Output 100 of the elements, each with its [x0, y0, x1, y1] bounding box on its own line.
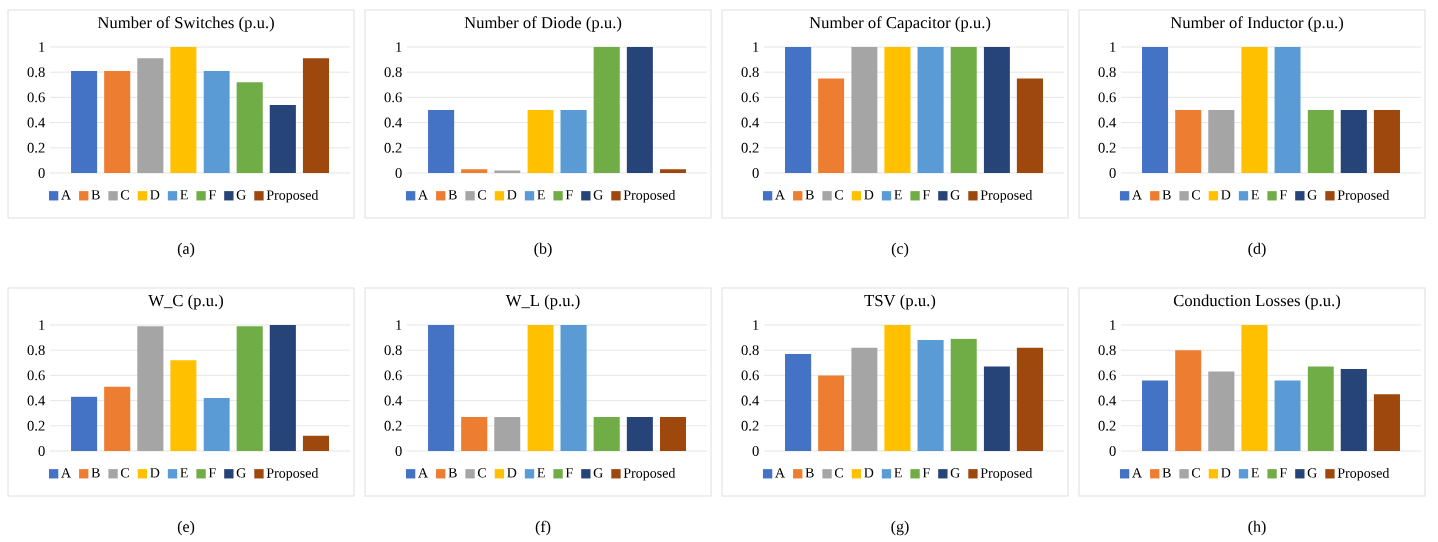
y-tick-label: 1 — [753, 320, 759, 330]
legend-label: D — [1221, 190, 1231, 200]
legend-label: A — [61, 190, 71, 200]
legend-label: G — [1307, 468, 1317, 478]
y-tick-label: 0.8 — [1098, 345, 1116, 356]
legend-label: B — [1162, 468, 1171, 478]
y-tick-label: 0 — [38, 168, 45, 178]
legend-label: F — [208, 468, 216, 478]
legend-label: F — [208, 190, 216, 200]
bar — [428, 109, 455, 173]
legend-label: A — [775, 190, 785, 200]
legend-label: F — [1279, 190, 1287, 200]
bar — [137, 58, 164, 173]
legend-label: E — [894, 190, 902, 200]
legend-label: E — [180, 468, 188, 478]
legend-label: A — [418, 190, 428, 200]
y-tick-label: 1 — [1110, 42, 1116, 52]
y-tick-label: 0.2 — [741, 142, 759, 153]
chart-title: Conduction Losses (p.u.) — [1173, 294, 1341, 310]
bar — [71, 396, 98, 451]
bar — [236, 326, 263, 451]
text: (e) — [177, 520, 195, 536]
bar — [1016, 347, 1043, 451]
chart-title: Number of Capacitor (p.u.) — [809, 16, 991, 32]
legend-label: E — [180, 190, 188, 200]
y-tick-label: 0.2 — [741, 420, 759, 431]
y-tick-label: 0.6 — [384, 370, 402, 381]
legend-label: E — [537, 468, 545, 478]
bar — [1274, 380, 1301, 451]
y-tick-label: 0.4 — [741, 395, 760, 406]
bar — [203, 398, 230, 451]
legend-label: A — [1132, 468, 1142, 478]
bar — [302, 435, 329, 451]
bar — [983, 366, 1010, 451]
legend-label: D — [150, 190, 160, 200]
bar — [1340, 369, 1367, 451]
legend-label: D — [1221, 468, 1231, 478]
y-tick-label: 0.2 — [384, 420, 402, 431]
y-tick-label: 0.4 — [1098, 117, 1117, 128]
legend-label: F — [565, 190, 573, 200]
y-tick-label: 0.2 — [1098, 142, 1116, 153]
bar — [527, 109, 554, 173]
bar — [1208, 371, 1235, 451]
bar — [302, 58, 329, 173]
y-tick-label: 1 — [1110, 320, 1116, 330]
legend-label: Proposed — [623, 467, 676, 481]
y-tick-label: 0.8 — [27, 67, 45, 78]
bar — [494, 170, 521, 173]
y-tick-label: 0.4 — [1098, 395, 1117, 406]
legend-label: F — [922, 468, 930, 478]
bar — [104, 386, 131, 451]
bar — [560, 109, 587, 173]
chart-title: W_C (p.u.) — [148, 294, 223, 310]
text: (g) — [891, 520, 909, 536]
legend-label: F — [565, 468, 573, 478]
bar — [884, 324, 911, 451]
chart-title: TSV (p.u.) — [864, 294, 936, 310]
y-tick-label: 0.6 — [27, 92, 45, 103]
legend-label: E — [1251, 468, 1259, 478]
y-tick-label: 0.2 — [1098, 420, 1116, 431]
y-tick-label: 0 — [395, 446, 402, 456]
text: (a) — [177, 242, 195, 258]
legend-label: D — [150, 468, 160, 478]
legend-label: Proposed — [980, 189, 1033, 203]
y-tick-label: 0 — [752, 168, 759, 178]
legend-label: C — [834, 190, 843, 200]
legend-label: E — [1251, 190, 1259, 200]
legend-label: E — [894, 468, 902, 478]
y-tick-label: 1 — [396, 320, 402, 330]
y-tick-label: 0.6 — [741, 370, 759, 381]
bar — [269, 324, 296, 451]
bar — [104, 70, 131, 173]
legend-label: B — [805, 468, 814, 478]
y-tick-label: 0.8 — [27, 345, 45, 356]
y-tick-label: 0 — [395, 168, 402, 178]
bar — [1241, 324, 1268, 451]
bar — [203, 70, 230, 173]
y-tick-label: 0.6 — [1098, 370, 1116, 381]
legend-label: B — [805, 190, 814, 200]
chart-title: Number of Switches (p.u.) — [97, 16, 274, 32]
y-tick-label: 1 — [39, 320, 45, 330]
legend-label: C — [120, 190, 129, 200]
y-tick-label: 0.8 — [741, 67, 759, 78]
legend-label: E — [537, 190, 545, 200]
legend-label: Proposed — [1337, 189, 1390, 203]
bar — [1373, 394, 1400, 451]
legend-label: B — [448, 468, 457, 478]
legend-label: G — [593, 190, 603, 200]
legend-label: C — [834, 468, 843, 478]
legend-label: C — [477, 468, 486, 478]
legend-label: Proposed — [266, 189, 319, 203]
y-tick-label: 0.2 — [27, 420, 45, 431]
bar — [1307, 366, 1334, 451]
y-tick-label: 1 — [39, 42, 45, 52]
legend-label: Proposed — [266, 467, 319, 481]
y-tick-label: 0 — [1109, 168, 1116, 178]
y-tick-label: 0.2 — [384, 142, 402, 153]
bar — [1142, 380, 1169, 451]
text: (d) — [1248, 242, 1266, 258]
bar — [593, 46, 620, 173]
